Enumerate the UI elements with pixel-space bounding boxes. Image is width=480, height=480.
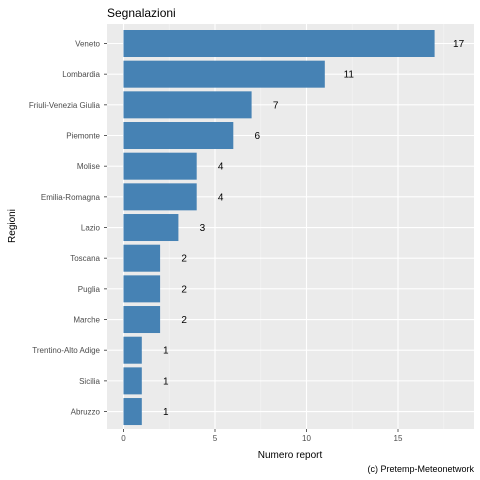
data-label: 4 [218,192,224,203]
y-tick-label: Veneto [75,40,100,49]
data-label: 17 [453,39,465,50]
y-tick-label: Abruzzo [71,408,101,417]
data-label: 3 [200,223,206,234]
y-tick-label: Emilia-Romagna [41,193,101,202]
bar [123,214,179,242]
data-label: 1 [163,346,169,357]
y-axis-label: Regioni [7,209,18,243]
bar [123,91,252,119]
y-tick-label: Molise [77,162,101,171]
x-tick-labels: 0 5 10 15 [121,429,403,443]
bar [123,398,142,426]
y-tick-label: Puglia [78,285,101,294]
x-axis-label: Numero report [258,450,323,461]
y-tick-label: Lombardia [62,70,100,79]
x-tick-label: 0 [121,434,126,443]
bar [123,336,142,364]
y-tick-label: Friuli-Venezia Giulia [29,101,101,110]
y-tick-label: Toscana [70,254,100,263]
chart-title: Segnalazioni [107,6,176,20]
bar [123,152,197,180]
data-label: 2 [181,315,187,326]
data-label: 6 [255,131,261,142]
y-tick-label: Trentino-Alto Adige [32,346,100,355]
bar [123,367,142,395]
bar [123,60,325,88]
y-tick-label: Lazio [81,224,101,233]
bar [123,306,161,334]
caption: (c) Pretemp-Meteonetwork [367,464,474,474]
data-label: 1 [163,376,169,387]
y-tick-label: Sicilia [79,377,100,386]
y-tick-label: Piemonte [66,132,100,141]
y-tick-label: Marche [73,316,100,325]
bar [123,275,161,303]
data-label: 11 [344,70,355,81]
x-tick-label: 15 [394,434,403,443]
x-tick-label: 5 [213,434,218,443]
bar [123,244,161,272]
data-label: 2 [181,254,187,265]
data-label: 1 [163,407,169,418]
bar [123,30,435,57]
data-label: 2 [181,284,187,295]
data-label: 4 [218,162,224,173]
y-tick-labels: Veneto Lombardia Friuli-Venezia Giulia Piem… [29,40,107,417]
bars [123,30,435,426]
bar [123,122,234,150]
x-tick-label: 10 [302,434,311,443]
bar [123,183,197,211]
data-label: 7 [273,100,279,111]
